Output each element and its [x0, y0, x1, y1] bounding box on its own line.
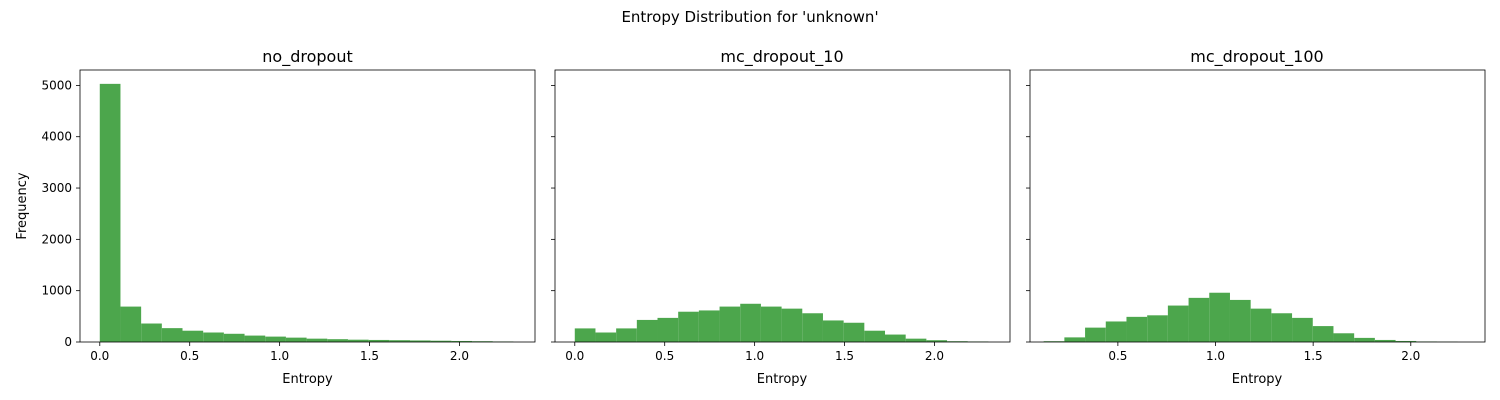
- histogram-bar: [905, 338, 927, 342]
- x-tick-label: 2.0: [1401, 349, 1420, 363]
- y-tick-label: 0: [64, 335, 72, 349]
- histogram-bar: [203, 332, 224, 342]
- y-tick-label: 1000: [41, 284, 72, 298]
- x-tick-label: 0.5: [1108, 349, 1127, 363]
- histogram-bar: [822, 320, 844, 342]
- histogram-bar: [802, 313, 823, 342]
- histogram-bar: [389, 340, 411, 342]
- axes-frame: [79, 69, 536, 343]
- histogram-bar: [864, 330, 886, 342]
- x-tick-label: 1.0: [745, 349, 764, 363]
- histogram-bar: [1064, 337, 1086, 342]
- histogram-bar: [1250, 308, 1272, 342]
- histogram-bar: [1126, 316, 1148, 342]
- histogram-bar: [1085, 327, 1106, 342]
- histogram-bar: [636, 319, 658, 342]
- histogram-bar: [1167, 305, 1189, 342]
- y-tick-label: 3000: [41, 181, 72, 195]
- histogram-bar: [1209, 292, 1230, 342]
- x-tick-label: 1.5: [360, 349, 379, 363]
- subplot-title: mc_dropout_100: [1190, 47, 1323, 67]
- histogram-bar: [1292, 317, 1313, 342]
- axes-frame: [554, 69, 1011, 343]
- histogram-bar: [1374, 339, 1396, 342]
- x-axis-label: Entropy: [757, 372, 808, 387]
- histogram-bar: [926, 340, 948, 342]
- histogram-bar: [120, 306, 142, 342]
- subplot-mc-dropout-10: mc_dropout_10 Entropy 0.0 0.5 1.0 1.5 2.0: [551, 47, 1011, 387]
- histogram-bar: [368, 339, 390, 342]
- x-tick-label: 0.0: [565, 349, 584, 363]
- x-tick-label: 1.0: [270, 349, 289, 363]
- y-axis-label: Frequency: [15, 172, 30, 239]
- histogram-bar: [161, 328, 183, 342]
- histogram-bar: [1271, 313, 1293, 342]
- histogram-bar: [265, 336, 286, 342]
- subplot-title: no_dropout: [262, 47, 352, 67]
- histogram-bar: [99, 83, 121, 343]
- histogram-bar: [574, 328, 596, 342]
- histogram-bar: [1229, 299, 1251, 342]
- y-tick-label: 5000: [41, 78, 72, 92]
- histogram-bar: [430, 340, 452, 342]
- histogram-bar: [451, 340, 473, 342]
- x-tick-label: 0.5: [180, 349, 199, 363]
- histogram-bar: [141, 323, 162, 342]
- histogram-bar: [698, 310, 720, 342]
- subplot-no-dropout: no_dropout Entropy Frequency 0.0 0.5 1.0 1.…: [15, 47, 536, 387]
- histogram-bar: [678, 311, 699, 342]
- figure-suptitle: Entropy Distribution for 'unknown': [621, 8, 878, 26]
- histogram-bar: [1333, 333, 1355, 342]
- x-tick-label: 2.0: [450, 349, 469, 363]
- x-axis-label: Entropy: [1232, 372, 1283, 387]
- histogram-bar: [781, 308, 803, 342]
- histogram-bar: [843, 322, 865, 342]
- y-tick-label: 2000: [41, 232, 72, 246]
- histogram-bar: [657, 317, 679, 342]
- x-axis-label: Entropy: [282, 372, 333, 387]
- histogram-bar: [1147, 315, 1168, 342]
- x-tick-label: 0.0: [90, 349, 109, 363]
- subplot-mc-dropout-100: mc_dropout_100 Entropy 0.5 1.0 1.5 2.0: [1026, 47, 1486, 387]
- x-tick-label: 1.5: [1304, 349, 1323, 363]
- x-tick-label: 0.5: [655, 349, 674, 363]
- histogram-bar: [616, 328, 637, 342]
- histogram-bar: [740, 303, 761, 342]
- x-tick-label: 1.5: [835, 349, 854, 363]
- histogram-bar: [885, 334, 906, 342]
- y-tick-label: 4000: [41, 130, 72, 144]
- histogram-bar: [1188, 297, 1210, 342]
- histogram-bar: [410, 340, 431, 342]
- histogram-bar: [347, 339, 369, 342]
- histogram-bar: [1354, 337, 1375, 342]
- histogram-bar: [595, 332, 617, 342]
- histogram-bar: [182, 330, 204, 342]
- histogram-bar: [760, 306, 782, 342]
- histogram-bar: [306, 338, 328, 342]
- x-tick-label: 1.0: [1206, 349, 1225, 363]
- histogram-bar: [285, 337, 307, 342]
- axes-frame: [1029, 69, 1486, 343]
- histogram-bar: [244, 335, 266, 342]
- histogram-bar: [1312, 326, 1334, 342]
- histogram-bar: [223, 333, 245, 342]
- histogram-bar: [719, 306, 741, 342]
- histogram-bar: [1105, 321, 1127, 342]
- histogram-bar: [1395, 340, 1417, 342]
- subplot-title: mc_dropout_10: [720, 47, 843, 67]
- x-tick-label: 2.0: [925, 349, 944, 363]
- histogram-bar: [327, 339, 348, 342]
